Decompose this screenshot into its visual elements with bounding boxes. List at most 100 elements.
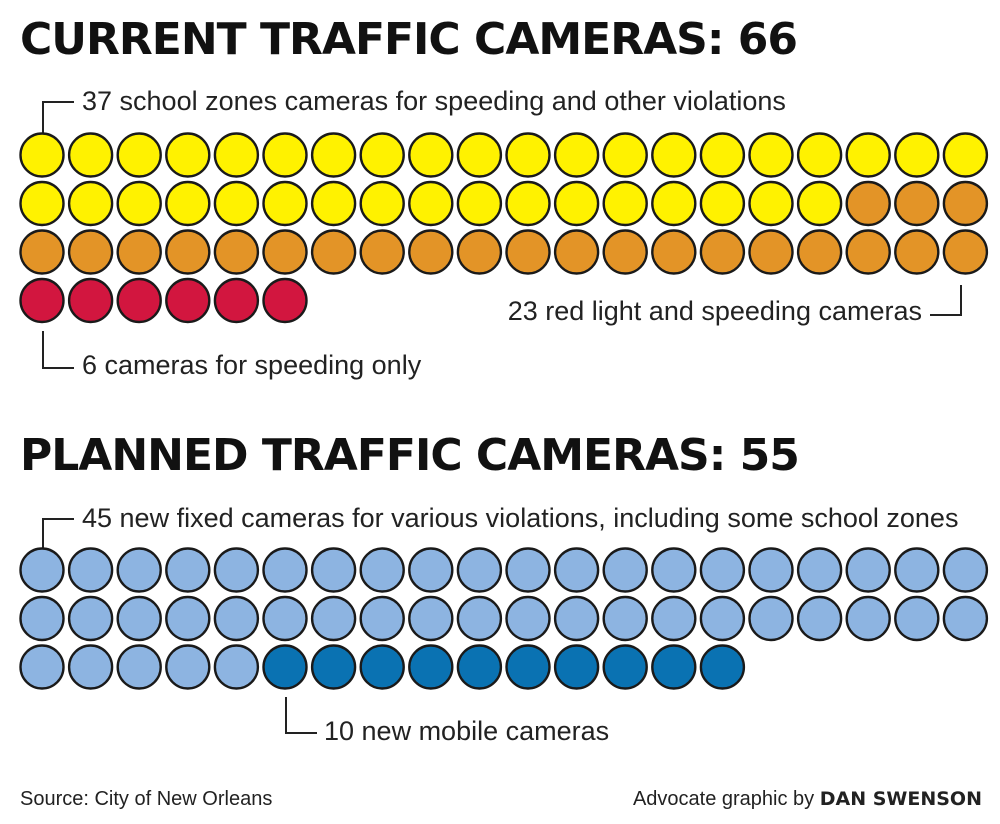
camera-dot-0-0 [116,132,162,178]
camera-dot-1-0 [845,595,891,642]
camera-dot-1-0 [262,595,308,642]
camera-dot-1-0 [651,547,697,593]
camera-dot-0-1 [699,229,746,275]
camera-dot-0-1 [408,229,454,275]
camera-dot-0-0 [845,132,891,178]
label-mobile: 10 new mobile cameras [324,716,610,746]
camera-dot-0-0 [651,180,697,227]
camera-dot-0-0 [165,132,211,178]
camera-dot-0-0 [456,132,503,178]
camera-dot-0-0 [408,132,454,178]
camera-dot-1-0 [116,595,162,642]
camera-dot-0-2 [67,277,114,324]
camera-dot-0-0 [408,180,454,227]
camera-dot-1-0 [553,595,600,642]
camera-dot-0-0 [651,132,697,178]
camera-dot-0-1 [67,229,114,275]
camera-dot-1-0 [19,644,65,690]
camera-dot-1-0 [894,595,940,642]
leader-speeding-only [42,331,74,369]
camera-dot-1-1 [602,644,648,690]
camera-dot-0-0 [553,132,600,178]
camera-dot-0-0 [748,132,794,178]
label-speeding-only: 6 cameras for speeding only [82,350,422,380]
camera-dot-1-1 [505,644,551,690]
label-fixed: 45 new fixed cameras for various violati… [82,503,959,533]
leader-red-light [930,285,962,316]
camera-dot-0-1 [262,229,308,275]
leader-school-zones [42,101,74,138]
camera-dot-1-0 [165,644,211,690]
camera-dot-1-0 [213,547,260,593]
camera-dot-0-0 [67,180,114,227]
camera-dot-0-1 [116,229,162,275]
camera-dot-0-1 [359,229,405,275]
camera-dot-1-0 [67,644,114,690]
camera-dot-1-1 [262,644,308,690]
camera-dot-0-0 [359,180,405,227]
label-school-zones: 37 school zones cameras for speeding and… [82,86,786,116]
camera-dot-1-0 [942,547,989,593]
camera-dot-1-0 [553,547,600,593]
camera-dot-0-0 [67,132,114,178]
camera-dot-1-1 [456,644,503,690]
source-note: Source: City of New Orleans [20,788,273,810]
camera-dot-0-2 [165,277,211,324]
camera-dot-0-0 [553,180,600,227]
camera-dot-1-0 [651,595,697,642]
camera-dot-1-0 [165,595,211,642]
camera-dot-1-0 [602,595,648,642]
camera-dot-0-0 [796,180,843,227]
camera-dot-0-0 [310,132,357,178]
planned-cameras-title: PLANNED TRAFFIC CAMERAS: 55 [20,430,800,481]
camera-dot-0-0 [894,132,940,178]
label-red-light: 23 red light and speeding cameras [507,296,922,326]
camera-dot-0-0 [748,180,794,227]
camera-dot-1-0 [699,595,746,642]
camera-dot-1-0 [310,595,357,642]
camera-dot-0-1 [942,229,989,275]
camera-dot-1-0 [19,547,65,593]
camera-dot-1-0 [845,547,891,593]
camera-dot-0-2 [262,277,308,324]
camera-dot-0-0 [796,132,843,178]
camera-dot-0-0 [456,180,503,227]
camera-dot-1-0 [116,644,162,690]
camera-dot-0-1 [456,229,503,275]
camera-dot-1-0 [796,547,843,593]
camera-dot-1-1 [651,644,697,690]
camera-dot-0-0 [699,180,746,227]
camera-dot-1-0 [19,595,65,642]
camera-dot-1-0 [262,547,308,593]
camera-dot-1-1 [359,644,405,690]
camera-dot-1-1 [699,644,746,690]
camera-dot-0-1 [310,229,357,275]
camera-dot-1-1 [310,644,357,690]
camera-dot-0-0 [116,180,162,227]
camera-dot-1-1 [408,644,454,690]
camera-dot-1-0 [602,547,648,593]
camera-dot-1-0 [505,595,551,642]
camera-dot-1-0 [748,595,794,642]
camera-dot-1-0 [165,547,211,593]
graphic-credit: Advocate graphic by DAN SWENSON [633,788,982,811]
camera-dot-0-1 [602,229,648,275]
camera-dot-0-1 [651,229,697,275]
camera-dot-1-0 [748,547,794,593]
camera-dot-0-1 [19,229,65,275]
camera-dot-0-1 [894,180,940,227]
camera-dot-0-0 [942,132,989,178]
camera-dot-0-1 [796,229,843,275]
camera-dot-0-0 [19,132,65,178]
camera-dot-0-2 [116,277,162,324]
camera-dot-0-1 [942,180,989,227]
camera-dot-0-0 [213,132,260,178]
camera-dot-1-0 [894,547,940,593]
camera-dot-1-0 [456,547,503,593]
camera-dot-1-0 [213,595,260,642]
camera-dot-0-1 [553,229,600,275]
camera-dot-0-0 [262,132,308,178]
camera-dot-0-0 [262,180,308,227]
camera-dot-1-0 [408,595,454,642]
camera-dot-0-2 [213,277,260,324]
